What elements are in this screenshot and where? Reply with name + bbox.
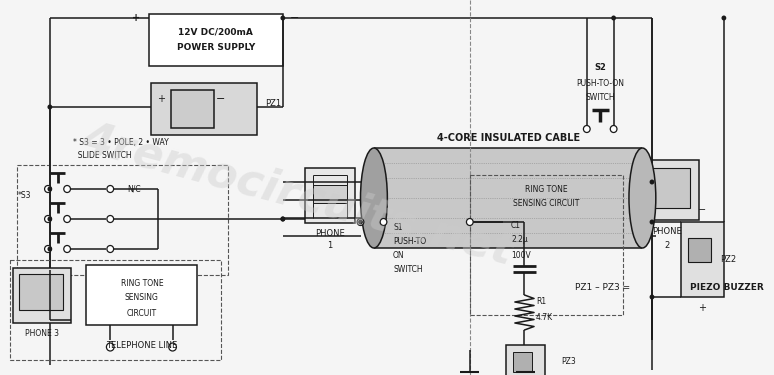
Circle shape xyxy=(357,219,364,225)
Circle shape xyxy=(107,246,114,252)
Text: N/C: N/C xyxy=(128,184,141,194)
Ellipse shape xyxy=(361,148,387,248)
Circle shape xyxy=(649,180,654,184)
Bar xyxy=(9,260,221,360)
Bar xyxy=(313,185,347,203)
Text: SWITCH: SWITCH xyxy=(393,266,423,274)
Bar xyxy=(149,14,283,66)
Text: PZ2: PZ2 xyxy=(721,255,737,264)
Text: +: + xyxy=(698,303,706,313)
Text: PZ1 – PZ3 =: PZ1 – PZ3 = xyxy=(575,282,633,291)
Text: * S3 = 3 • POLE, 2 • WAY: * S3 = 3 • POLE, 2 • WAY xyxy=(73,138,169,147)
Circle shape xyxy=(280,15,286,21)
Text: SENSING CIRCUIT: SENSING CIRCUIT xyxy=(513,200,580,208)
Circle shape xyxy=(380,219,387,225)
Bar xyxy=(19,274,63,310)
Text: SLIDE SWITCH: SLIDE SWITCH xyxy=(73,152,132,160)
Bar xyxy=(644,168,690,208)
Circle shape xyxy=(584,126,590,132)
Text: PZ1: PZ1 xyxy=(265,99,281,108)
Circle shape xyxy=(280,216,286,222)
Bar xyxy=(305,168,354,223)
Bar xyxy=(374,148,642,248)
Circle shape xyxy=(45,246,51,252)
Text: S2: S2 xyxy=(594,63,606,72)
Text: CIRCUIT: CIRCUIT xyxy=(127,309,157,318)
Text: TELEPHONE LINE: TELEPHONE LINE xyxy=(106,342,177,351)
Circle shape xyxy=(63,216,70,222)
Circle shape xyxy=(47,105,53,110)
Text: S1: S1 xyxy=(393,224,402,232)
Circle shape xyxy=(107,343,114,351)
Circle shape xyxy=(45,186,51,192)
Circle shape xyxy=(47,216,53,222)
Circle shape xyxy=(47,186,53,192)
Circle shape xyxy=(45,216,51,222)
Bar xyxy=(13,268,71,323)
Text: 2.2μ: 2.2μ xyxy=(511,236,528,244)
Circle shape xyxy=(47,246,53,252)
Text: C1: C1 xyxy=(511,220,521,230)
Circle shape xyxy=(107,216,114,222)
Ellipse shape xyxy=(629,148,656,248)
Text: 4-CORE INSULATED CABLE: 4-CORE INSULATED CABLE xyxy=(437,133,580,143)
Text: 100V: 100V xyxy=(511,251,531,260)
Circle shape xyxy=(107,186,114,192)
Text: −: − xyxy=(698,205,706,215)
Text: −: − xyxy=(216,94,225,104)
Text: PUSH-TO-ON: PUSH-TO-ON xyxy=(576,80,624,88)
Circle shape xyxy=(610,126,617,132)
Text: SENSING: SENSING xyxy=(125,294,159,303)
Bar xyxy=(470,175,623,315)
Text: PUSH-TO: PUSH-TO xyxy=(393,237,426,246)
Bar xyxy=(681,222,724,297)
Text: PIEZO BUZZER: PIEZO BUZZER xyxy=(690,282,764,291)
Text: PHONE: PHONE xyxy=(652,228,682,237)
Bar xyxy=(152,83,257,135)
Text: 4.7K: 4.7K xyxy=(536,314,553,322)
Bar xyxy=(688,238,711,262)
Text: PZ3: PZ3 xyxy=(561,357,576,366)
Circle shape xyxy=(280,216,286,222)
Circle shape xyxy=(63,246,70,252)
Text: R1: R1 xyxy=(536,297,546,306)
Text: PHONE: PHONE xyxy=(315,228,344,237)
Circle shape xyxy=(649,294,654,300)
Text: ON: ON xyxy=(393,252,405,261)
Text: SWITCH: SWITCH xyxy=(585,93,615,102)
Text: RING TONE: RING TONE xyxy=(526,186,568,195)
Circle shape xyxy=(721,15,726,21)
Circle shape xyxy=(611,15,616,21)
Text: RING TONE: RING TONE xyxy=(121,279,163,288)
Text: POWER SUPPLY: POWER SUPPLY xyxy=(176,44,255,52)
Circle shape xyxy=(358,219,363,225)
Circle shape xyxy=(649,219,654,225)
Bar xyxy=(637,160,699,220)
Bar xyxy=(513,352,533,372)
Text: 12V DC/200mA: 12V DC/200mA xyxy=(178,27,253,36)
Circle shape xyxy=(467,219,473,225)
Bar xyxy=(506,345,545,375)
Text: PHONE 3: PHONE 3 xyxy=(26,328,59,338)
Text: 1: 1 xyxy=(327,242,333,250)
Circle shape xyxy=(63,186,70,192)
Text: *S3: *S3 xyxy=(17,192,31,201)
Text: −: − xyxy=(289,13,299,23)
Text: 4remocircuits.net: 4remocircuits.net xyxy=(77,117,518,273)
Bar xyxy=(86,265,197,325)
Text: +: + xyxy=(157,94,165,104)
Text: +: + xyxy=(132,13,140,23)
Text: 2: 2 xyxy=(665,242,670,250)
Circle shape xyxy=(169,343,176,351)
Bar xyxy=(17,165,228,275)
Bar xyxy=(170,90,214,128)
